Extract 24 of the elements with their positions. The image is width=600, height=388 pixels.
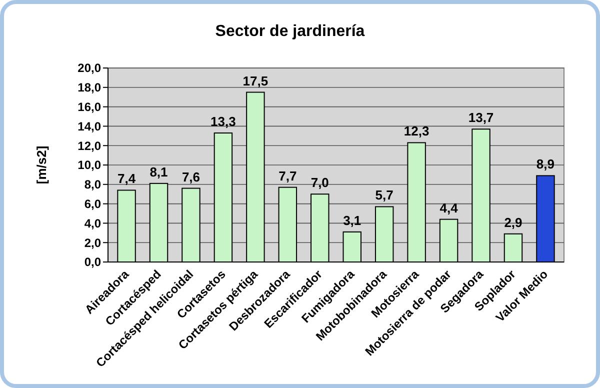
- y-tick-label: 4,0: [84, 216, 102, 230]
- data-label: 7,4: [117, 171, 136, 186]
- y-tick-label: 12,0: [78, 138, 102, 153]
- y-axis-title: [m/s2]: [34, 146, 49, 184]
- y-tick-label: 16,0: [78, 100, 102, 114]
- y-tick-label: 10,0: [78, 158, 102, 172]
- data-label: 8,9: [536, 156, 555, 172]
- data-label: 7,6: [182, 169, 200, 184]
- data-label: 5,7: [375, 188, 394, 203]
- data-label: 12,3: [404, 124, 430, 139]
- data-label: 4,4: [440, 200, 459, 216]
- data-label: 17,5: [242, 73, 268, 88]
- data-label: 13,3: [210, 114, 236, 129]
- y-tick-label: 18,0: [78, 80, 102, 95]
- chart-title: Sector de jardinería: [215, 23, 365, 40]
- data-label: 8,1: [150, 164, 168, 180]
- y-tick-label: 0,0: [84, 255, 102, 270]
- y-tick-label: 2,0: [84, 236, 102, 250]
- y-tick-label: 14,0: [78, 119, 102, 134]
- y-tick-label: 8,0: [84, 178, 102, 192]
- y-tick-label: 6,0: [84, 197, 102, 211]
- data-label: 7,7: [278, 168, 297, 184]
- data-label: 13,7: [468, 110, 494, 126]
- y-tick-label: 20,0: [78, 61, 102, 76]
